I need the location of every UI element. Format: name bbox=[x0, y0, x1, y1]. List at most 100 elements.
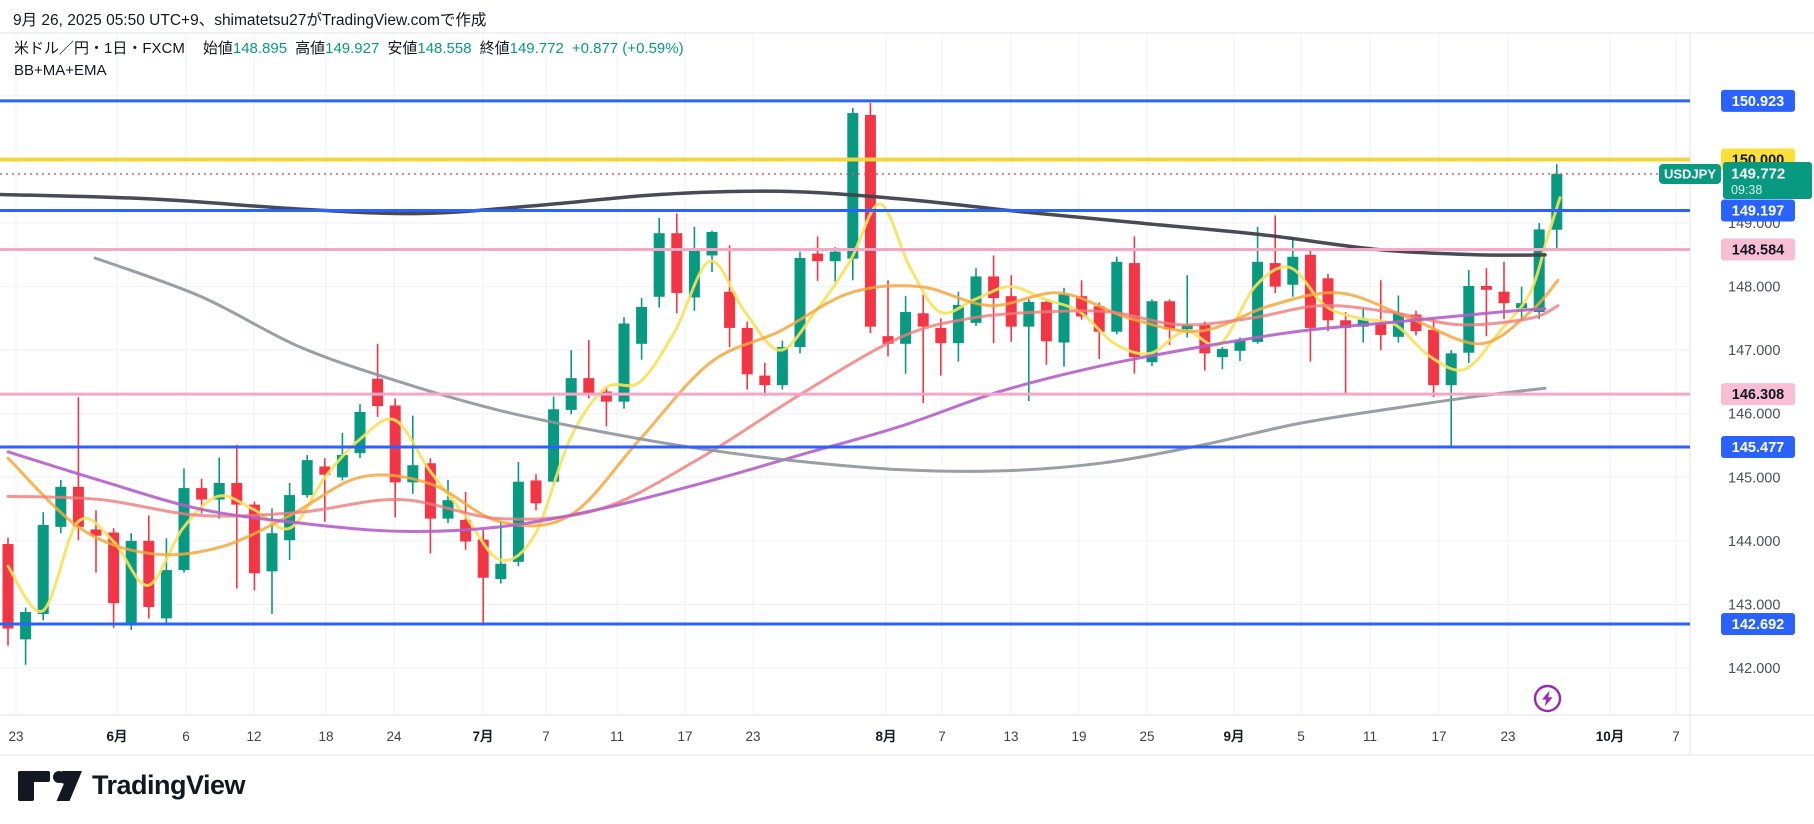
date-tick-label: 7 bbox=[938, 729, 946, 744]
candle-body bbox=[706, 231, 718, 256]
date-tick-label: 24 bbox=[386, 729, 402, 744]
candle bbox=[1322, 273, 1334, 332]
candle bbox=[636, 298, 648, 360]
candle-body bbox=[1269, 263, 1281, 287]
time-axis[interactable]: 23 6月 6 12 18 24 7月 7 11 17 23 8月 7 13 19 25 9月 5 11 17 23 10… bbox=[8, 729, 1679, 744]
legend-indicator-row[interactable]: BB+MA+EMA bbox=[14, 60, 684, 82]
current-price-value: 149.772 bbox=[1731, 165, 1785, 182]
date-tick-label: 13 bbox=[1003, 729, 1018, 744]
price-tick-label: 143.000 bbox=[1728, 597, 1780, 613]
candle-body bbox=[477, 539, 489, 578]
candle bbox=[706, 230, 718, 272]
candle-body bbox=[671, 233, 683, 293]
candle-body bbox=[20, 612, 32, 640]
candle-body bbox=[319, 466, 331, 475]
date-tick-label: 11 bbox=[610, 729, 624, 744]
sma-100-dark bbox=[0, 189, 1547, 257]
candle-body bbox=[1023, 301, 1035, 327]
svg-text:149.197: 149.197 bbox=[1732, 204, 1784, 220]
candle-body bbox=[1111, 261, 1123, 332]
candle-body bbox=[812, 253, 824, 262]
candle bbox=[160, 538, 172, 624]
candlestick-series[interactable] bbox=[2, 102, 1563, 665]
candle-body bbox=[354, 411, 366, 454]
date-tick-label: 17 bbox=[1431, 729, 1446, 744]
date-tick-label: 5 bbox=[1297, 729, 1305, 744]
symbol-tag: USDJPY bbox=[1659, 163, 1721, 184]
svg-text:148.584: 148.584 bbox=[1732, 242, 1784, 258]
candle-body bbox=[794, 258, 806, 347]
date-tick-label: 17 bbox=[677, 729, 692, 744]
candle bbox=[301, 455, 313, 498]
candle bbox=[37, 512, 49, 621]
svg-text:146.308: 146.308 bbox=[1732, 387, 1784, 403]
legend-symbol-row[interactable]: 米ドル／円・1日・FXCM 始値148.895 高値149.927 安値148.558… bbox=[14, 38, 684, 60]
horizontal-level-lines[interactable] bbox=[0, 99, 1690, 626]
candle-body bbox=[143, 540, 155, 607]
price-tick-label: 145.000 bbox=[1728, 470, 1780, 486]
svg-text:142.692: 142.692 bbox=[1732, 617, 1784, 633]
candle-body bbox=[724, 291, 736, 328]
candle-body bbox=[1040, 301, 1052, 342]
candle-body bbox=[1252, 261, 1264, 342]
candle bbox=[213, 457, 225, 519]
candle-body bbox=[55, 486, 67, 527]
candle bbox=[372, 343, 384, 417]
candle-body bbox=[407, 465, 419, 483]
candle-body bbox=[1287, 256, 1299, 285]
candle-body bbox=[160, 570, 172, 619]
svg-text:145.477: 145.477 bbox=[1732, 440, 1784, 456]
candle-body bbox=[1463, 285, 1475, 353]
flash-icon[interactable] bbox=[1533, 684, 1562, 713]
candle bbox=[1058, 287, 1070, 367]
candle-body bbox=[1128, 263, 1140, 358]
candle-body bbox=[336, 455, 348, 478]
candle-body bbox=[512, 481, 524, 562]
candle-body bbox=[1181, 324, 1193, 330]
candle-body bbox=[1093, 306, 1105, 332]
candle bbox=[952, 291, 964, 362]
candle-body bbox=[952, 305, 964, 344]
candle-body bbox=[1551, 173, 1563, 230]
candle-body bbox=[1216, 348, 1228, 358]
candle bbox=[1498, 261, 1510, 320]
price-axis[interactable]: 151.000150.000149.000148.000147.000146.0… bbox=[1721, 89, 1795, 677]
candle bbox=[583, 339, 595, 399]
date-tick-label: 19 bbox=[1071, 729, 1086, 744]
candle-body bbox=[424, 463, 436, 519]
price-tick-label: 146.000 bbox=[1728, 407, 1780, 423]
candle-body bbox=[389, 405, 401, 483]
candle bbox=[442, 479, 454, 524]
candle bbox=[671, 213, 683, 314]
date-tick-label: 18 bbox=[318, 729, 333, 744]
candle-body bbox=[231, 483, 243, 505]
symbol-tag-text: USDJPY bbox=[1664, 166, 1716, 181]
candle bbox=[988, 255, 1000, 344]
candle bbox=[1269, 215, 1281, 293]
high-label: 高値 bbox=[295, 40, 326, 57]
candle bbox=[1111, 256, 1123, 335]
candle-body bbox=[108, 532, 120, 604]
date-tick-label: 10月 bbox=[1596, 729, 1625, 744]
candle-body bbox=[301, 460, 313, 496]
candle-body bbox=[935, 327, 947, 344]
candle bbox=[1287, 237, 1299, 297]
candle-body bbox=[37, 524, 49, 614]
candle-body bbox=[213, 483, 225, 500]
price-tick-label: 144.000 bbox=[1728, 534, 1780, 550]
candle bbox=[424, 458, 436, 554]
level-price-label: 145.477 bbox=[1721, 435, 1795, 458]
date-tick-label: 7月 bbox=[472, 729, 493, 744]
candle-body bbox=[372, 378, 384, 407]
tradingview-logo[interactable]: TradingView bbox=[16, 770, 246, 801]
candle-body bbox=[1340, 320, 1352, 328]
symbol-title: 米ドル／円・1日・FXCM bbox=[14, 40, 185, 57]
candle-body bbox=[600, 391, 612, 402]
candle bbox=[812, 236, 824, 281]
low-label: 安値 bbox=[387, 40, 418, 57]
candle-body bbox=[1058, 294, 1070, 343]
level-price-label: 149.197 bbox=[1721, 199, 1795, 222]
close-label: 終値 bbox=[479, 40, 510, 57]
candle-body bbox=[776, 346, 788, 386]
